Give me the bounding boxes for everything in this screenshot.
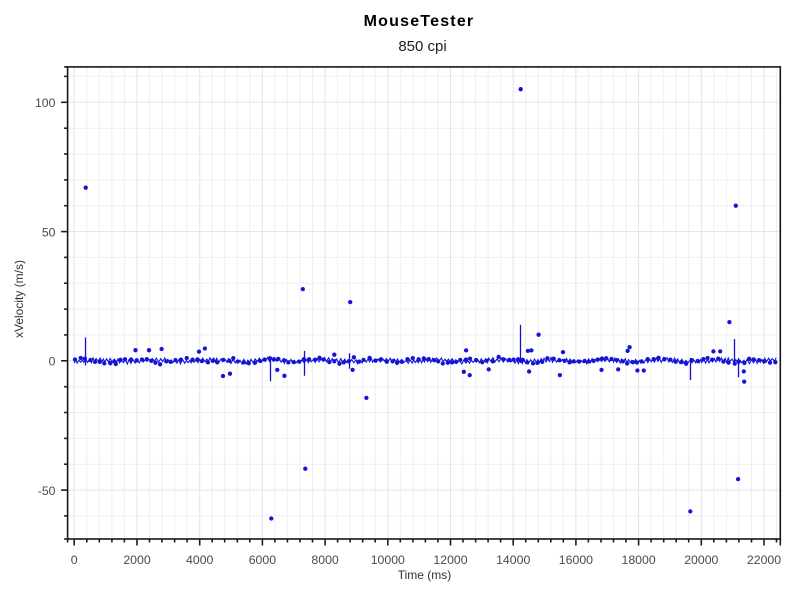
svg-text:8000: 8000 — [311, 553, 339, 567]
svg-text:-50: -50 — [38, 484, 56, 498]
svg-text:xVelocity (m/s): xVelocity (m/s) — [12, 260, 26, 338]
svg-text:Time (ms): Time (ms) — [398, 568, 452, 582]
svg-text:0: 0 — [71, 553, 78, 567]
svg-text:0: 0 — [49, 355, 56, 369]
svg-text:20000: 20000 — [684, 553, 718, 567]
svg-text:18000: 18000 — [621, 553, 655, 567]
svg-text:850 cpi: 850 cpi — [398, 38, 446, 55]
svg-text:2000: 2000 — [123, 553, 151, 567]
svg-text:MouseTester: MouseTester — [364, 13, 475, 30]
svg-text:6000: 6000 — [249, 553, 277, 567]
svg-text:10000: 10000 — [371, 553, 405, 567]
svg-text:22000: 22000 — [747, 553, 781, 567]
svg-text:16000: 16000 — [559, 553, 593, 567]
svg-text:100: 100 — [35, 96, 56, 110]
svg-text:50: 50 — [42, 225, 56, 239]
svg-text:12000: 12000 — [433, 553, 467, 567]
svg-text:4000: 4000 — [186, 553, 214, 567]
svg-text:14000: 14000 — [496, 553, 530, 567]
